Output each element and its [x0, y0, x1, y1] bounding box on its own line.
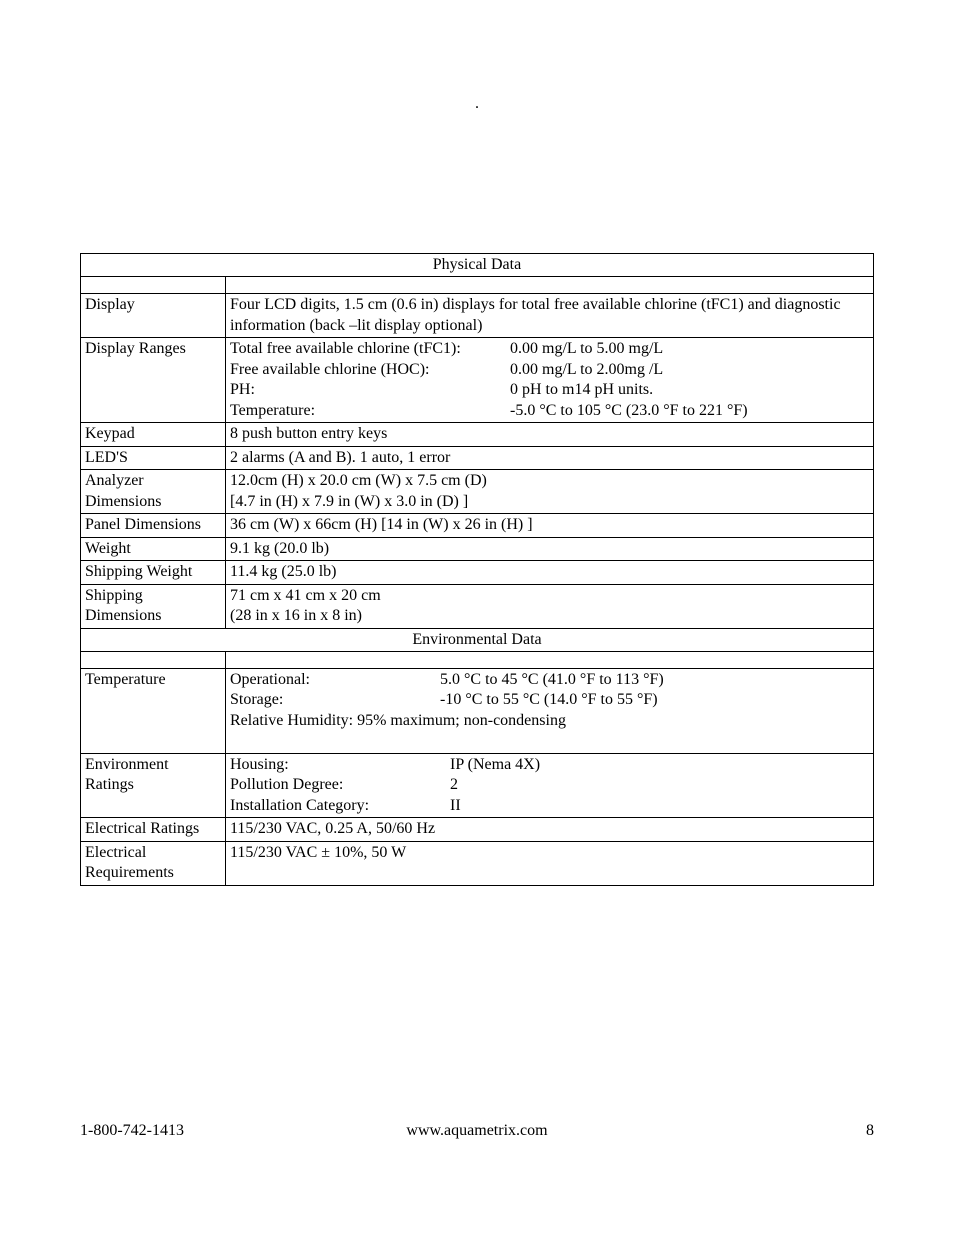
header-dot: .: [80, 95, 874, 113]
row-panel-dim: Panel Dimensions 36 cm (W) x 66cm (H) [1…: [81, 514, 874, 537]
row-keypad: Keypad 8 push button entry keys: [81, 423, 874, 446]
temp-l1v: 5.0 °C to 45 °C (41.0 °F to 113 °F): [440, 670, 664, 690]
dr-l4k: Temperature:: [230, 401, 510, 421]
label-elec-ratings: Electrical Ratings: [81, 818, 226, 841]
label-display-ranges: Display Ranges: [81, 338, 226, 423]
value-ship-weight: 11.4 kg (25.0 lb): [226, 561, 874, 584]
value-display-ranges: Total free available chlorine (tFC1):0.0…: [226, 338, 874, 423]
value-keypad: 8 push button entry keys: [226, 423, 874, 446]
row-elec-ratings: Electrical Ratings 115/230 VAC, 0.25 A, …: [81, 818, 874, 841]
section-physical-title: Physical Data: [81, 254, 874, 277]
section-environmental: Environmental Data: [81, 628, 874, 651]
value-ship-dim: 71 cm x 41 cm x 20 cm (28 in x 16 in x 8…: [226, 584, 874, 628]
dr-l2k: Free available chlorine (HOC):: [230, 360, 510, 380]
label-ship-dim: Shipping Dimensions: [81, 584, 226, 628]
label-leds: LED'S: [81, 446, 226, 469]
label-analyzer-dim: Analyzer Dimensions: [81, 470, 226, 514]
row-elec-req: Electrical Requirements 115/230 VAC ± 10…: [81, 841, 874, 885]
row-ship-weight: Shipping Weight 11.4 kg (25.0 lb): [81, 561, 874, 584]
value-weight: 9.1 kg (20.0 lb): [226, 537, 874, 560]
label-display: Display: [81, 294, 226, 338]
env-l2k: Pollution Degree:: [230, 775, 450, 795]
env-l3k: Installation Category:: [230, 796, 450, 816]
page: . Physical Data Display Four LCD digits,…: [0, 0, 954, 1235]
label-keypad: Keypad: [81, 423, 226, 446]
dr-l3k: PH:: [230, 380, 510, 400]
dr-l3v: 0 pH to m14 pH units.: [510, 380, 653, 400]
dr-l1k: Total free available chlorine (tFC1):: [230, 339, 510, 359]
ship-dim-l2: (28 in x 16 in x 8 in): [230, 607, 362, 624]
ship-dim-l1: 71 cm x 41 cm x 20 cm: [230, 587, 381, 604]
value-panel-dim: 36 cm (W) x 66cm (H) [14 in (W) x 26 in …: [226, 514, 874, 537]
value-elec-ratings: 115/230 VAC, 0.25 A, 50/60 Hz: [226, 818, 874, 841]
value-elec-req: 115/230 VAC ± 10%, 50 W: [226, 841, 874, 885]
value-leds: 2 alarms (A and B). 1 auto, 1 error: [226, 446, 874, 469]
temp-l2v: -10 °C to 55 °C (14.0 °F to 55 °F): [440, 690, 658, 710]
label-weight: Weight: [81, 537, 226, 560]
value-env-ratings: Housing:IP (Nema 4X) Pollution Degree:2 …: [226, 753, 874, 817]
env-l1v: IP (Nema 4X): [450, 755, 540, 775]
env-l2v: 2: [450, 775, 458, 795]
row-env-ratings: Environment Ratings Housing:IP (Nema 4X)…: [81, 753, 874, 817]
row-analyzer-dim: Analyzer Dimensions 12.0cm (H) x 20.0 cm…: [81, 470, 874, 514]
section-physical: Physical Data: [81, 254, 874, 277]
label-panel-dim: Panel Dimensions: [81, 514, 226, 537]
label-ship-weight: Shipping Weight: [81, 561, 226, 584]
value-analyzer-dim: 12.0cm (H) x 20.0 cm (W) x 7.5 cm (D) [4…: [226, 470, 874, 514]
row-leds: LED'S 2 alarms (A and B). 1 auto, 1 erro…: [81, 446, 874, 469]
label-elec-req: Electrical Requirements: [81, 841, 226, 885]
spacer: [81, 277, 874, 294]
footer-url: www.aquametrix.com: [80, 1122, 874, 1140]
spacer: [81, 651, 874, 668]
section-environmental-title: Environmental Data: [81, 628, 874, 651]
row-display-ranges: Display Ranges Total free available chlo…: [81, 338, 874, 423]
analyzer-dim-l1: 12.0cm (H) x 20.0 cm (W) x 7.5 cm (D): [230, 472, 487, 489]
row-display: Display Four LCD digits, 1.5 cm (0.6 in)…: [81, 294, 874, 338]
dr-l4v: -5.0 °C to 105 °C (23.0 °F to 221 °F): [510, 401, 748, 421]
label-temperature: Temperature: [81, 668, 226, 753]
env-l1k: Housing:: [230, 755, 450, 775]
temp-l2k: Storage:: [230, 690, 440, 710]
row-weight: Weight 9.1 kg (20.0 lb): [81, 537, 874, 560]
dr-l1v: 0.00 mg/L to 5.00 mg/L: [510, 339, 663, 359]
analyzer-dim-l2: [4.7 in (H) x 7.9 in (W) x 3.0 in (D) ]: [230, 493, 468, 510]
row-temperature: Temperature Operational:5.0 °C to 45 °C …: [81, 668, 874, 753]
spec-table: Physical Data Display Four LCD digits, 1…: [80, 253, 874, 886]
value-display: Four LCD digits, 1.5 cm (0.6 in) display…: [226, 294, 874, 338]
env-l3v: II: [450, 796, 461, 816]
label-env-ratings: Environment Ratings: [81, 753, 226, 817]
row-ship-dim: Shipping Dimensions 71 cm x 41 cm x 20 c…: [81, 584, 874, 628]
value-temperature: Operational:5.0 °C to 45 °C (41.0 °F to …: [226, 668, 874, 753]
temp-l3: Relative Humidity: 95% maximum; non-cond…: [230, 711, 869, 731]
footer: www.aquametrix.com 1-800-742-1413 8: [80, 1122, 874, 1140]
dr-l2v: 0.00 mg/L to 2.00mg /L: [510, 360, 663, 380]
temp-l1k: Operational:: [230, 670, 440, 690]
